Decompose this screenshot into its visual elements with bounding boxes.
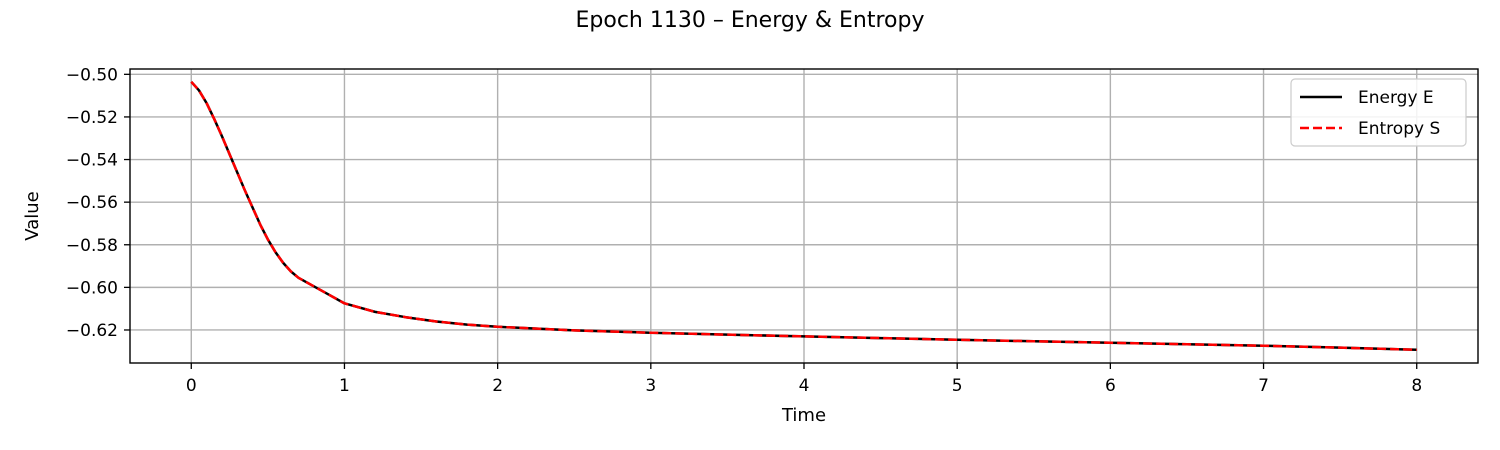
x-tick-label: 4	[799, 376, 810, 396]
y-tick-label: −0.50	[66, 65, 118, 85]
series-lines	[190, 80, 1417, 352]
x-tick-label: 6	[1105, 376, 1116, 396]
legend-label-entropy: Entropy S	[1358, 119, 1440, 139]
chart-title: Epoch 1130 – Energy & Entropy	[576, 8, 925, 33]
series-line-entropy-s	[190, 80, 1417, 352]
x-tick-label: 7	[1258, 376, 1269, 396]
y-tick-label: −0.60	[66, 278, 118, 298]
x-tick-label: 5	[952, 376, 963, 396]
grid-lines	[130, 69, 1478, 363]
x-tick-label: 8	[1411, 376, 1422, 396]
x-axis-ticks: 0 1 2 3 4 5 6 7 8	[186, 363, 1422, 396]
x-tick-label: 2	[492, 376, 503, 396]
y-axis-ticks: −0.50 −0.52 −0.54 −0.56 −0.58 −0.60 −0.62	[66, 65, 130, 341]
x-tick-label: 3	[645, 376, 656, 396]
legend-label-energy: Energy E	[1358, 88, 1434, 108]
y-axis-label: Value	[22, 191, 43, 240]
x-tick-label: 0	[186, 376, 197, 396]
y-tick-label: −0.62	[66, 321, 118, 341]
y-tick-label: −0.58	[66, 236, 118, 256]
y-tick-label: −0.52	[66, 108, 118, 128]
y-tick-label: −0.56	[66, 193, 118, 213]
legend: Energy E Entropy S	[1290, 78, 1467, 147]
y-tick-label: −0.54	[66, 151, 118, 171]
x-tick-label: 1	[339, 376, 350, 396]
x-axis-label: Time	[781, 405, 826, 426]
